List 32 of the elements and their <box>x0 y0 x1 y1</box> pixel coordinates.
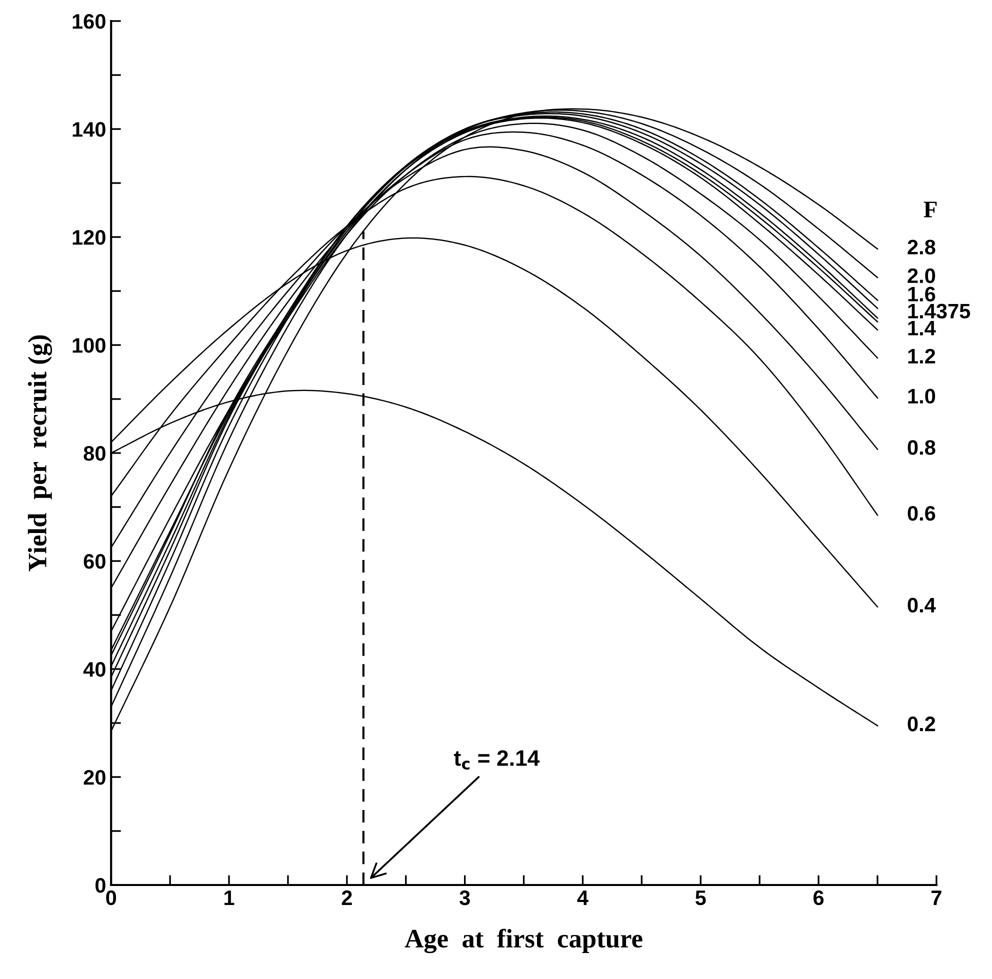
x-axis-title: Age at first capture <box>404 928 642 954</box>
series-label: 1.0 <box>908 388 936 404</box>
series-label: 1.4 <box>908 320 936 336</box>
y-tick-label: 20 <box>84 770 106 785</box>
series-label: 1.2 <box>908 348 936 364</box>
x-tick-label: 7 <box>932 890 942 905</box>
series-label: 1.6 <box>908 286 936 302</box>
y-tick-label: 80 <box>84 446 106 461</box>
series-label: 1.4375 <box>908 304 970 319</box>
y-tick-label: 0 <box>95 878 106 893</box>
x-tick-label: 1 <box>224 890 234 905</box>
x-tick-label: 4 <box>577 890 588 905</box>
legend-title: F <box>924 202 937 218</box>
series-label: 2.0 <box>908 268 936 284</box>
y-tick-label: 60 <box>84 554 106 569</box>
x-tick-label: 2 <box>342 890 352 905</box>
y-tick-label: 40 <box>83 662 106 677</box>
x-tick-label: 5 <box>695 890 706 906</box>
series-label: 0.6 <box>908 506 936 521</box>
series-label: 0.8 <box>908 440 936 455</box>
annotation: t$_{c}$ = 2.14 <box>454 750 540 770</box>
y-tick-label: 120 <box>72 230 106 245</box>
x-tick-label: 0 <box>106 890 116 906</box>
x-tick-label: 6 <box>814 890 824 906</box>
y-tick-label: 140 <box>72 122 106 137</box>
y-axis-title: Yield per recruit (g) <box>28 335 52 572</box>
x-tick-label: 3 <box>460 890 470 906</box>
series-label: 0.4 <box>908 598 936 613</box>
series-label: 2.8 <box>908 240 936 255</box>
y-tick-label: 100 <box>72 338 106 353</box>
y-tick-label: 160 <box>72 14 106 29</box>
series-label: 0.2 <box>908 716 936 732</box>
